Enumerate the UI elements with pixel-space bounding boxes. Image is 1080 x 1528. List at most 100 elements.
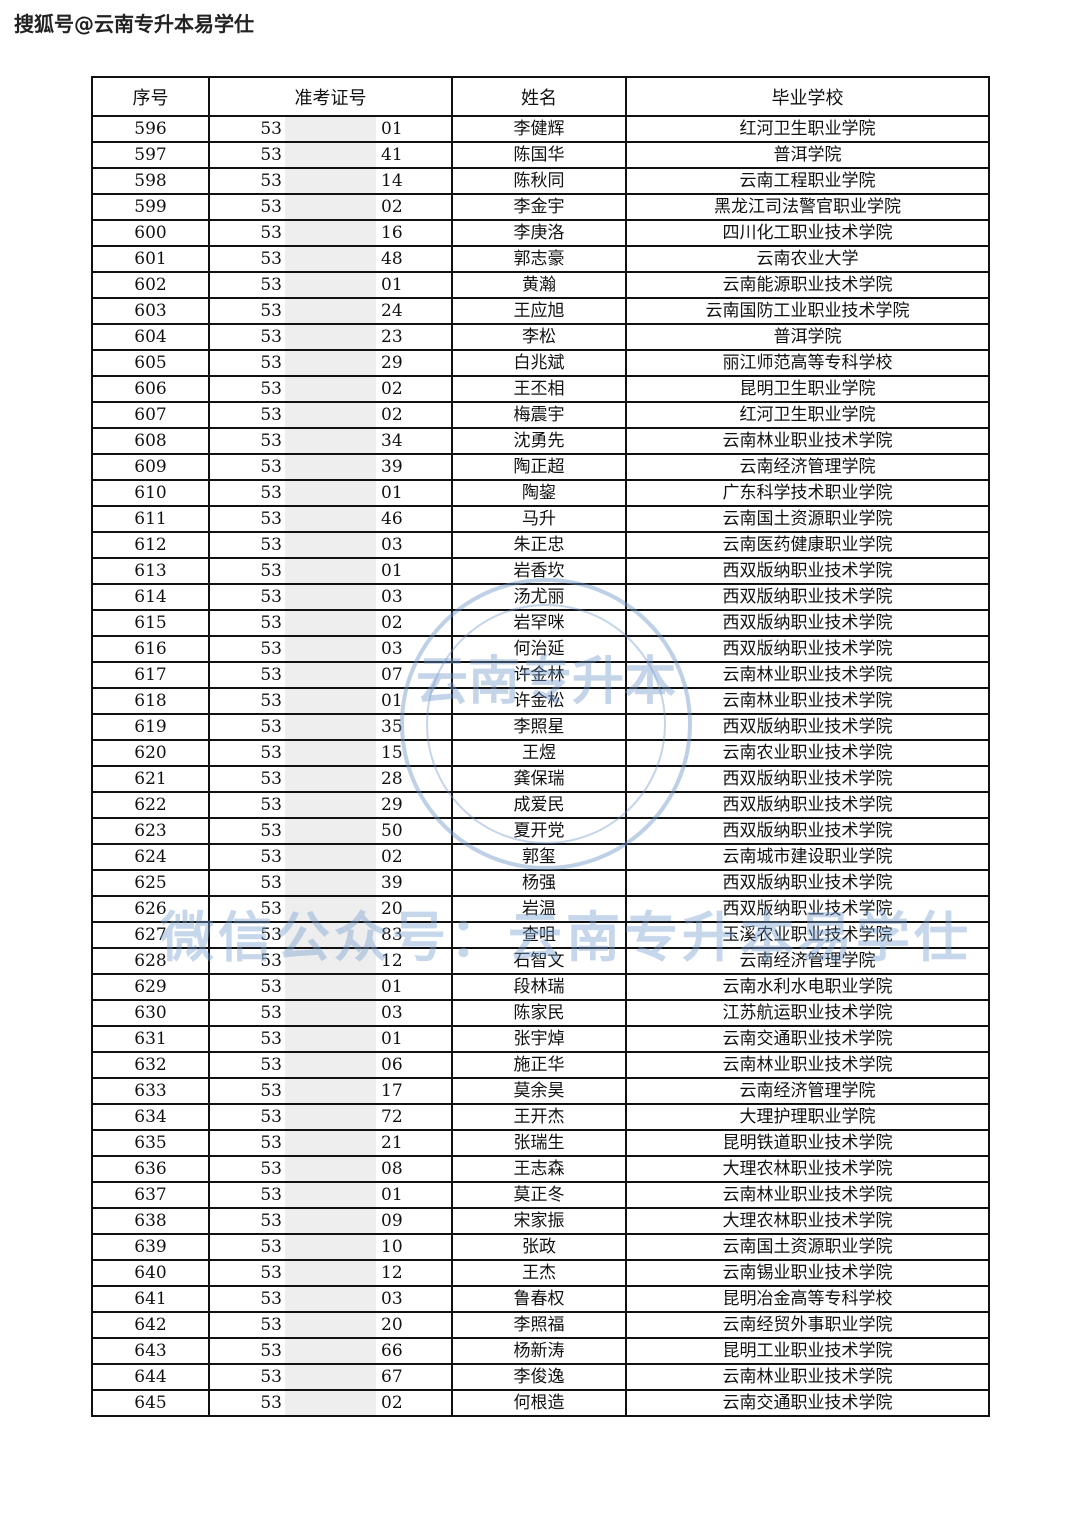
exam-id-redaction (285, 586, 376, 608)
exam-id-redaction (285, 638, 376, 660)
exam-id-cell: 53 03 (208, 635, 453, 663)
exam-id-redaction (285, 1054, 376, 1076)
student-name: 李照福 (451, 1311, 627, 1339)
graduate-school: 普洱学院 (625, 141, 990, 169)
exam-id-redaction (285, 1392, 376, 1414)
row-index: 623 (91, 817, 210, 845)
graduate-school: 云南医药健康职业学院 (625, 531, 990, 559)
graduate-school: 昆明冶金高等专科学校 (625, 1285, 990, 1313)
exam-id-redaction (285, 430, 376, 452)
exam-id-cell: 53 02 (208, 1389, 453, 1417)
header-exam-id: 准考证号 (208, 76, 453, 117)
exam-id-prefix: 53 (260, 613, 282, 633)
student-name: 朱正忠 (451, 531, 627, 559)
exam-id-suffix: 06 (381, 1055, 403, 1075)
exam-id-cell: 53 01 (208, 115, 453, 143)
row-index: 599 (91, 193, 210, 221)
table-row: 597 53 41 陈国华 普洱学院 (91, 141, 990, 169)
exam-id-cell: 53 39 (208, 453, 453, 481)
table-row: 628 53 12 石智文 云南经济管理学院 (91, 947, 990, 975)
student-name: 李俊逸 (451, 1363, 627, 1391)
exam-id-suffix: 02 (381, 613, 403, 633)
table-row: 598 53 14 陈秋同 云南工程职业学院 (91, 167, 990, 195)
table-row: 596 53 01 李健辉 红河卫生职业学院 (91, 115, 990, 143)
exam-id-cell: 53 03 (208, 999, 453, 1027)
student-name: 莫余昊 (451, 1077, 627, 1105)
table-row: 632 53 06 施正华 云南林业职业技术学院 (91, 1051, 990, 1079)
row-index: 633 (91, 1077, 210, 1105)
student-name: 郭玺 (451, 843, 627, 871)
exam-id-cell: 53 01 (208, 479, 453, 507)
student-name: 张瑞生 (451, 1129, 627, 1157)
exam-id-cell: 53 23 (208, 323, 453, 351)
student-name: 王杰 (451, 1259, 627, 1287)
exam-id-redaction (285, 300, 376, 322)
table-row: 603 53 24 王应旭 云南国防工业职业技术学院 (91, 297, 990, 325)
exam-id-prefix: 53 (260, 1263, 282, 1283)
row-index: 617 (91, 661, 210, 689)
row-index: 609 (91, 453, 210, 481)
exam-id-suffix: 01 (381, 561, 403, 581)
graduate-school: 广东科学技术职业学院 (625, 479, 990, 507)
graduate-school: 云南农业大学 (625, 245, 990, 273)
exam-id-cell: 53 41 (208, 141, 453, 169)
graduate-school: 云南城市建设职业学院 (625, 843, 990, 871)
table-header-row: 序号 准考证号 姓名 毕业学校 (91, 76, 990, 117)
exam-id-redaction (285, 144, 376, 166)
student-name: 张政 (451, 1233, 627, 1261)
exam-id-prefix: 53 (260, 457, 282, 477)
row-index: 636 (91, 1155, 210, 1183)
exam-id-suffix: 20 (381, 899, 403, 919)
header-index: 序号 (91, 76, 210, 117)
student-name: 岩香坎 (451, 557, 627, 585)
graduate-school: 西双版纳职业技术学院 (625, 765, 990, 793)
exam-id-prefix: 53 (260, 717, 282, 737)
table-row: 641 53 03 鲁春权 昆明冶金高等专科学校 (91, 1285, 990, 1313)
student-name: 马升 (451, 505, 627, 533)
row-index: 627 (91, 921, 210, 949)
row-index: 621 (91, 765, 210, 793)
exam-id-cell: 53 67 (208, 1363, 453, 1391)
exam-id-prefix: 53 (260, 119, 282, 139)
exam-id-redaction (285, 248, 376, 270)
exam-id-redaction (285, 1262, 376, 1284)
graduate-school: 云南锡业职业技术学院 (625, 1259, 990, 1287)
student-name: 杨强 (451, 869, 627, 897)
exam-id-cell: 53 03 (208, 1285, 453, 1313)
exam-id-redaction (285, 1288, 376, 1310)
row-index: 630 (91, 999, 210, 1027)
row-index: 603 (91, 297, 210, 325)
student-name: 夏开党 (451, 817, 627, 845)
graduate-school: 昆明铁道职业技术学院 (625, 1129, 990, 1157)
exam-id-prefix: 53 (260, 1393, 282, 1413)
row-index: 606 (91, 375, 210, 403)
exam-id-prefix: 53 (260, 171, 282, 191)
exam-id-redaction (285, 820, 376, 842)
row-index: 616 (91, 635, 210, 663)
exam-id-cell: 53 01 (208, 271, 453, 299)
exam-id-cell: 53 01 (208, 687, 453, 715)
graduate-school: 云南林业职业技术学院 (625, 661, 990, 689)
row-index: 611 (91, 505, 210, 533)
exam-id-suffix: 39 (381, 457, 403, 477)
exam-id-suffix: 15 (381, 743, 403, 763)
exam-id-cell: 53 10 (208, 1233, 453, 1261)
table-row: 604 53 23 李松 普洱学院 (91, 323, 990, 351)
exam-id-suffix: 03 (381, 1289, 403, 1309)
student-name: 李照星 (451, 713, 627, 741)
exam-id-redaction (285, 404, 376, 426)
exam-id-prefix: 53 (260, 743, 282, 763)
student-name: 何根造 (451, 1389, 627, 1417)
exam-id-prefix: 53 (260, 223, 282, 243)
exam-id-redaction (285, 716, 376, 738)
exam-id-suffix: 50 (381, 821, 403, 841)
exam-id-suffix: 08 (381, 1159, 403, 1179)
exam-id-cell: 53 24 (208, 297, 453, 325)
exam-id-redaction (285, 118, 376, 140)
graduate-school: 昆明卫生职业学院 (625, 375, 990, 403)
student-name: 莫正冬 (451, 1181, 627, 1209)
exam-id-suffix: 23 (381, 327, 403, 347)
exam-id-cell: 53 20 (208, 895, 453, 923)
student-name: 宋家振 (451, 1207, 627, 1235)
exam-id-redaction (285, 1184, 376, 1206)
